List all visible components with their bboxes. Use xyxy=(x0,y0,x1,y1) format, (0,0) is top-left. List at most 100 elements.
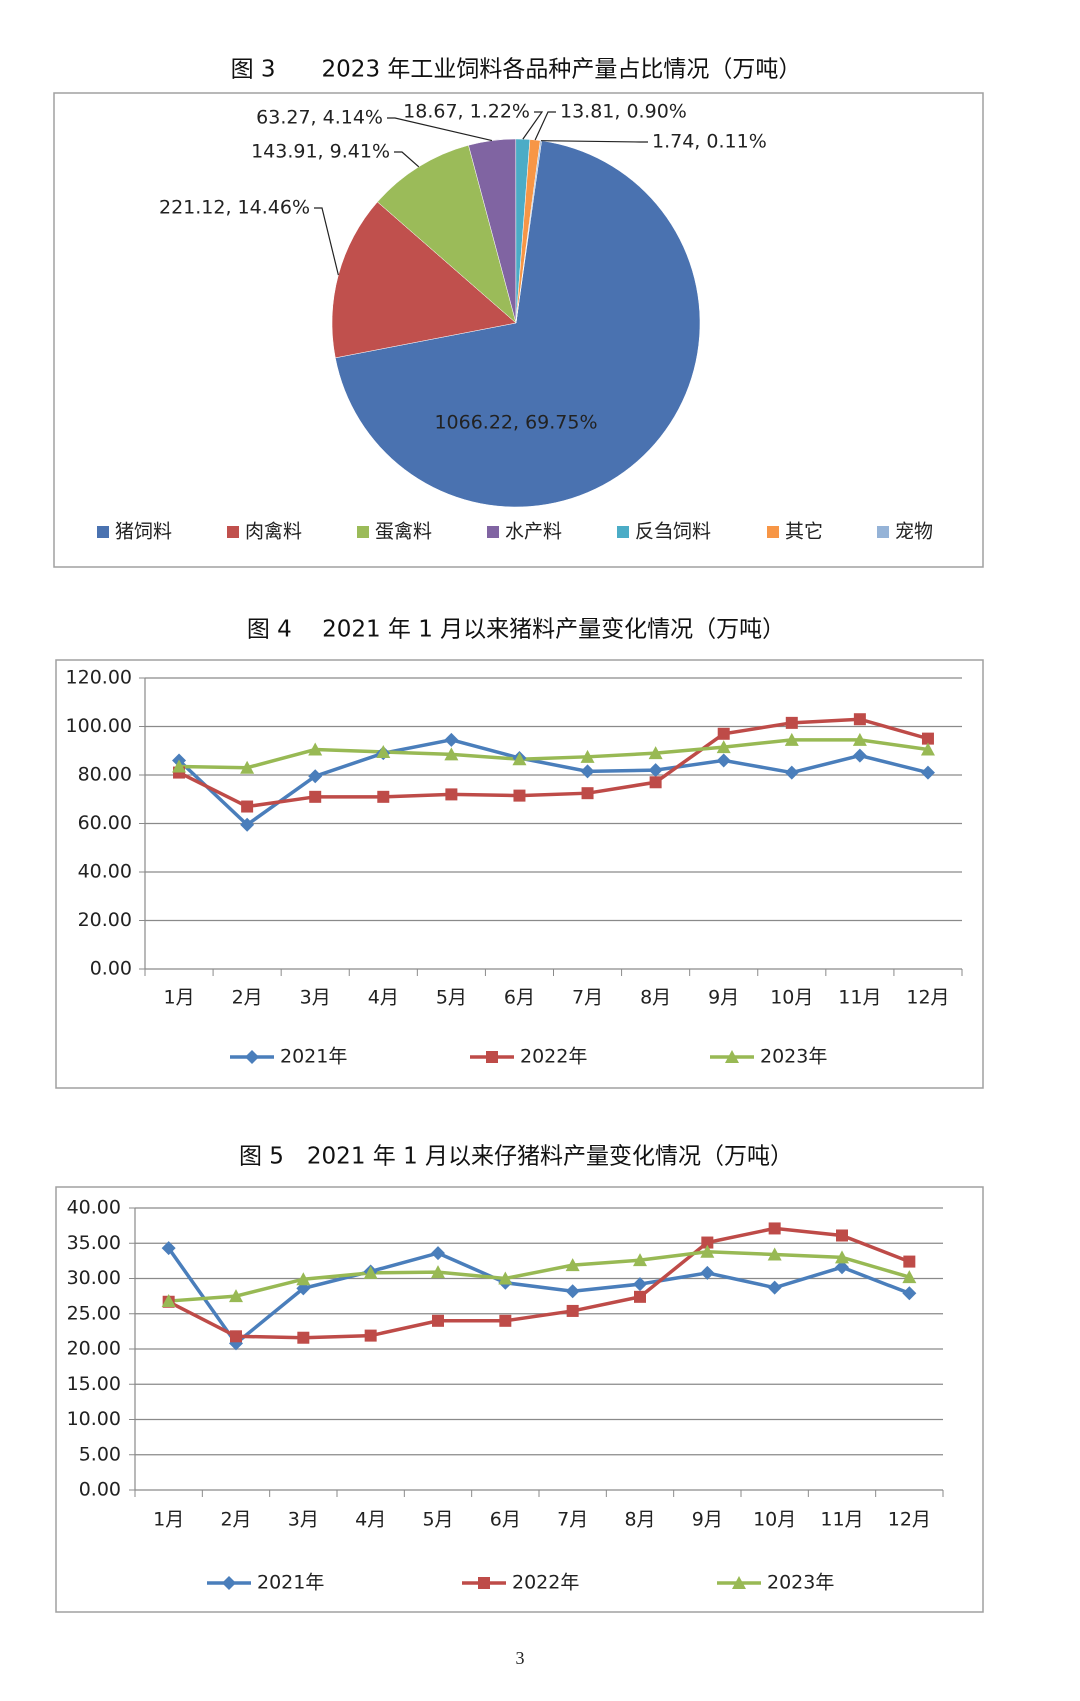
x-tick-label: 10月 xyxy=(753,1509,796,1531)
leader-line xyxy=(394,151,420,168)
x-tick-label: 1月 xyxy=(153,1509,184,1531)
y-tick-label: 30.00 xyxy=(67,1267,121,1289)
legend-marker xyxy=(478,1577,490,1589)
marker xyxy=(498,1271,513,1285)
data-label: 221.12, 14.46% xyxy=(159,197,310,219)
x-tick-label: 7月 xyxy=(572,987,603,1009)
legend-label: 肉禽料 xyxy=(245,521,302,543)
legend-label: 蛋禽料 xyxy=(375,521,432,543)
legend-marker xyxy=(245,1050,259,1064)
chart-title: 图 3 2023 年工业饲料各品种产量占比情况（万吨） xyxy=(231,57,802,83)
marker xyxy=(767,1247,782,1261)
x-tick-label: 9月 xyxy=(708,987,739,1009)
marker xyxy=(172,759,187,773)
chart-title: 图 5 2021 年 1 月以来仔猪料产量变化情况（万吨） xyxy=(239,1144,793,1170)
marker xyxy=(445,788,458,801)
marker xyxy=(230,1330,242,1343)
marker xyxy=(566,1304,579,1317)
marker xyxy=(649,776,662,789)
x-tick-label: 7月 xyxy=(557,1509,588,1531)
marker xyxy=(902,1270,917,1284)
y-tick-label: 25.00 xyxy=(67,1302,121,1324)
pie-slice xyxy=(331,201,517,359)
legend-marker xyxy=(486,1051,498,1063)
marker xyxy=(700,1265,715,1280)
legend-swatch xyxy=(227,526,239,538)
x-tick-label: 4月 xyxy=(355,1509,386,1531)
y-tick-label: 100.00 xyxy=(66,715,132,737)
marker xyxy=(921,732,934,745)
chart-title: 图 4 2021 年 1 月以来猪料产量变化情况（万吨） xyxy=(247,617,785,643)
x-tick-label: 12月 xyxy=(906,987,949,1009)
marker xyxy=(499,1314,512,1327)
series-line xyxy=(167,1247,910,1346)
legend-label: 其它 xyxy=(785,521,823,543)
y-tick-label: 20.00 xyxy=(78,909,132,931)
leader-line xyxy=(314,207,339,276)
marker xyxy=(512,752,527,766)
marker xyxy=(377,790,390,803)
marker xyxy=(376,744,391,758)
marker xyxy=(853,713,866,726)
marker xyxy=(309,790,322,803)
leader-line xyxy=(534,111,556,141)
x-tick-label: 4月 xyxy=(368,987,399,1009)
marker xyxy=(240,760,255,774)
legend-label: 2021年 xyxy=(280,1046,347,1068)
marker xyxy=(308,769,323,784)
chart-frame xyxy=(53,92,984,568)
x-tick-label: 5月 xyxy=(422,1509,453,1531)
marker xyxy=(580,764,595,779)
series-line xyxy=(178,717,929,809)
legend-swatch xyxy=(617,526,629,538)
y-tick-label: 120.00 xyxy=(66,667,132,689)
marker xyxy=(229,1289,243,1303)
marker xyxy=(297,1331,310,1344)
marker xyxy=(161,1294,176,1308)
marker xyxy=(767,1280,782,1295)
y-tick-label: 5.00 xyxy=(79,1443,121,1465)
marker xyxy=(161,1241,176,1256)
leader-line xyxy=(540,140,648,143)
page-number: 3 xyxy=(516,1648,525,1668)
x-tick-label: 5月 xyxy=(436,987,467,1009)
y-tick-label: 60.00 xyxy=(78,812,132,834)
marker xyxy=(785,716,798,729)
legend-label: 反刍饲料 xyxy=(635,521,711,543)
legend-marker xyxy=(732,1576,746,1589)
marker xyxy=(717,727,730,740)
series-line xyxy=(167,1226,910,1340)
data-label: 18.67, 1.22% xyxy=(403,101,530,123)
marker xyxy=(296,1272,311,1286)
legend-marker xyxy=(222,1576,236,1590)
marker xyxy=(835,1260,849,1275)
marker xyxy=(634,1290,646,1303)
marker xyxy=(836,1229,848,1242)
marker xyxy=(852,748,867,763)
pie-slice xyxy=(335,140,701,508)
marker xyxy=(716,740,731,754)
x-tick-label: 6月 xyxy=(504,987,535,1009)
marker xyxy=(363,1265,378,1279)
y-tick-label: 0.00 xyxy=(90,958,132,980)
x-tick-label: 8月 xyxy=(624,1509,655,1531)
marker xyxy=(633,1253,647,1267)
x-tick-label: 10月 xyxy=(770,987,813,1009)
marker xyxy=(364,1329,377,1342)
data-label: 1.74, 0.11% xyxy=(652,131,767,153)
x-tick-label: 6月 xyxy=(490,1509,521,1531)
marker xyxy=(768,1222,781,1235)
legend-swatch xyxy=(97,526,109,538)
marker xyxy=(565,1284,580,1299)
x-tick-label: 1月 xyxy=(163,987,194,1009)
x-tick-label: 9月 xyxy=(692,1509,723,1531)
marker xyxy=(444,732,459,747)
legend-label: 宠物 xyxy=(895,521,933,543)
y-tick-label: 40.00 xyxy=(67,1197,121,1219)
data-label: 143.91, 9.41% xyxy=(251,141,390,163)
x-tick-label: 8月 xyxy=(640,987,671,1009)
legend-swatch xyxy=(877,526,889,538)
leader-line xyxy=(387,117,493,142)
data-label: 13.81, 0.90% xyxy=(560,101,687,123)
